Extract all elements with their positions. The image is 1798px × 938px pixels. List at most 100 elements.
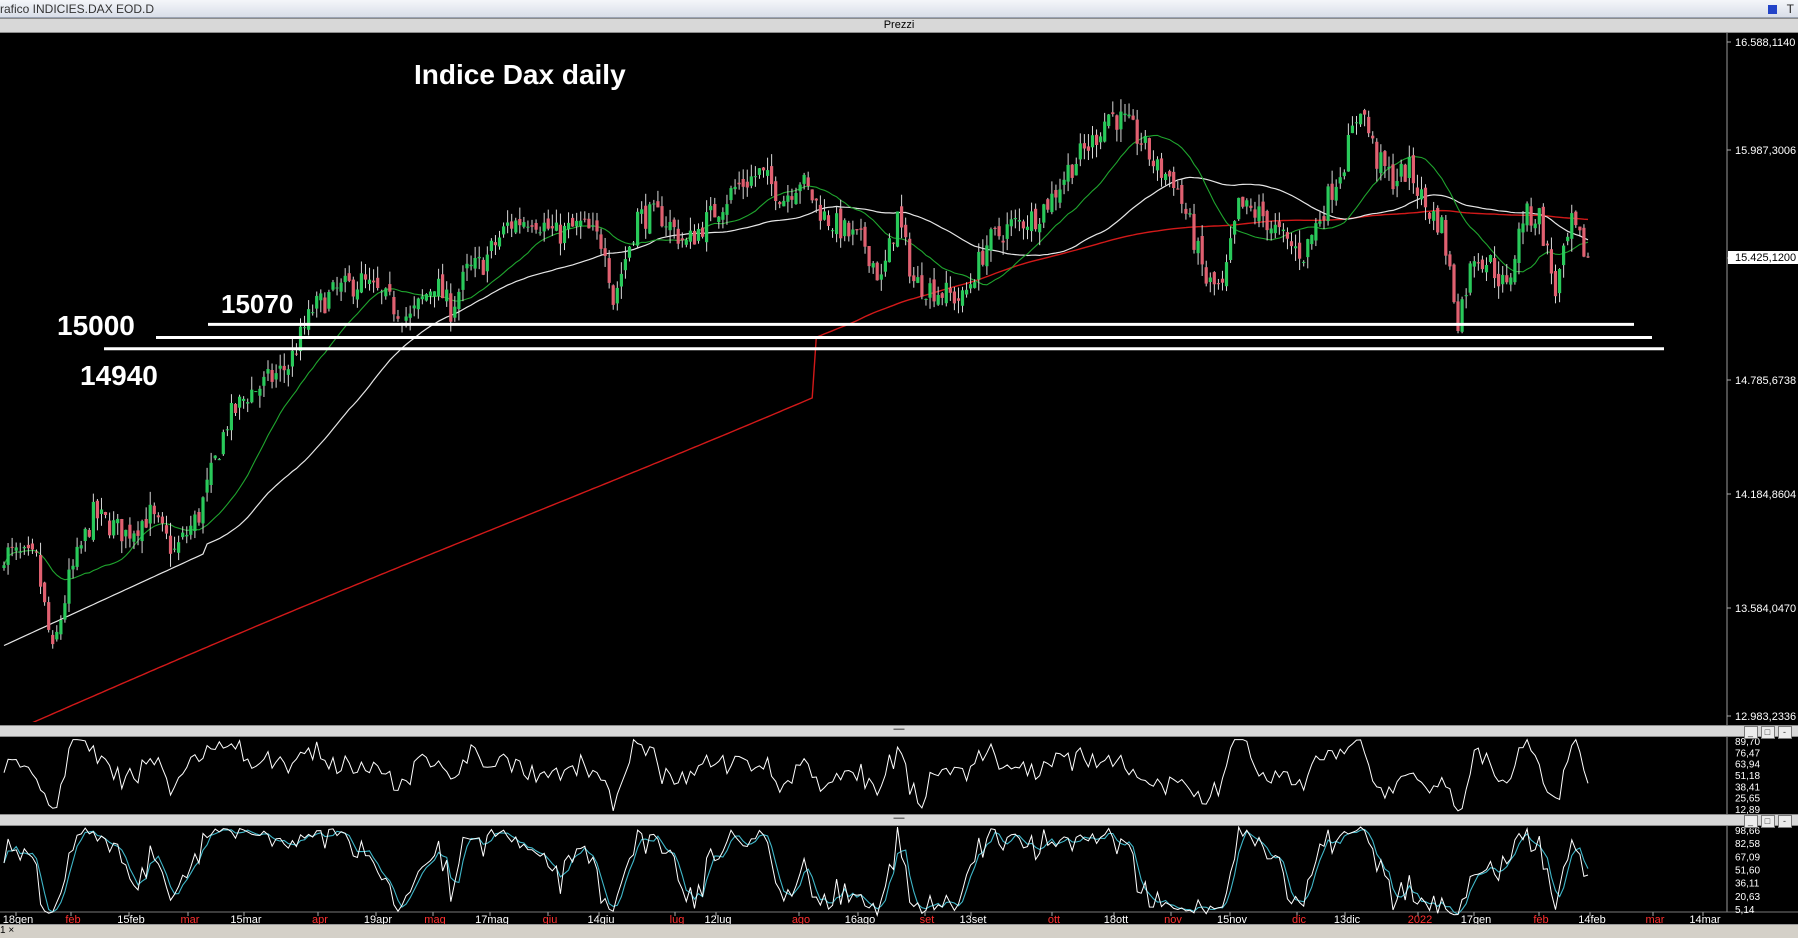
candle-body bbox=[1188, 213, 1192, 215]
candle-body bbox=[1338, 177, 1342, 184]
window-control-button[interactable]: T bbox=[1786, 2, 1794, 16]
rsi-tick-label: 38,41 bbox=[1735, 782, 1760, 793]
candle-body bbox=[233, 403, 238, 413]
candle-body bbox=[1383, 151, 1387, 166]
candle-body bbox=[441, 274, 445, 299]
candle-body bbox=[384, 288, 388, 297]
candle-body bbox=[311, 312, 315, 314]
candle-body bbox=[1582, 227, 1586, 257]
candle-body bbox=[895, 211, 900, 247]
restore-icon[interactable] bbox=[1768, 5, 1778, 15]
candle-body bbox=[286, 369, 290, 375]
close-pane-button[interactable]: - bbox=[1778, 726, 1792, 739]
price-pane-header: Prezzi bbox=[0, 18, 1798, 33]
candle-body bbox=[1472, 261, 1476, 267]
candle-body bbox=[615, 287, 619, 304]
candle-body bbox=[477, 256, 481, 259]
maximize-pane-button[interactable]: □ bbox=[1761, 815, 1775, 828]
minimize-pane-button[interactable]: _ bbox=[1744, 726, 1758, 739]
candle-body bbox=[91, 501, 95, 540]
stoch-tick-label: 82,58 bbox=[1735, 839, 1760, 850]
candle-body bbox=[1517, 228, 1521, 263]
candle-body bbox=[1229, 238, 1233, 260]
maximize-pane-button[interactable]: □ bbox=[1761, 726, 1775, 739]
time-axis-label: 15nov bbox=[1217, 914, 1247, 926]
candle-body bbox=[672, 219, 676, 228]
candle-body bbox=[668, 222, 672, 231]
candle-body bbox=[1537, 208, 1541, 225]
candle-body bbox=[2, 565, 6, 568]
candle-body bbox=[152, 505, 156, 515]
time-axis-label: 12lug bbox=[705, 914, 732, 926]
candle-body bbox=[802, 174, 806, 184]
candle-body bbox=[1525, 203, 1529, 226]
candle-body bbox=[1574, 211, 1578, 226]
candle-body bbox=[87, 530, 91, 537]
candle-body bbox=[388, 284, 392, 292]
candle-body bbox=[457, 291, 461, 309]
candle-body bbox=[875, 262, 879, 281]
candle-body bbox=[1025, 226, 1030, 230]
candle-body bbox=[1058, 189, 1062, 203]
candle-body bbox=[891, 242, 896, 244]
candle-body bbox=[554, 222, 558, 231]
candle-body bbox=[717, 216, 721, 222]
time-axis-label: apr bbox=[312, 914, 328, 926]
candle-body bbox=[1448, 254, 1452, 267]
candle-body bbox=[1135, 119, 1139, 144]
candle-body bbox=[709, 205, 713, 211]
candle-body bbox=[607, 258, 611, 283]
rsi-tick-label: 51,18 bbox=[1735, 771, 1760, 782]
candle-body bbox=[932, 279, 936, 302]
sheet-tab[interactable]: 1 × bbox=[0, 925, 15, 936]
candle-body bbox=[1379, 152, 1383, 174]
candle-body bbox=[757, 168, 761, 175]
window-title: rafico INDICIES.DAX EOD.D bbox=[0, 2, 155, 16]
minimize-pane-button[interactable]: _ bbox=[1744, 815, 1758, 828]
candle-body bbox=[664, 226, 668, 228]
candle-body bbox=[1212, 272, 1216, 285]
candle-body bbox=[1119, 111, 1123, 130]
rsi-tick-label: 89,70 bbox=[1735, 737, 1760, 748]
candle-body bbox=[59, 620, 63, 635]
candle-body bbox=[526, 226, 530, 228]
candle-body bbox=[51, 634, 55, 645]
candle-body bbox=[636, 211, 640, 246]
candle-body bbox=[99, 509, 104, 514]
candle-body bbox=[307, 309, 311, 330]
price-tick-label: 14.785,6738 bbox=[1735, 375, 1796, 387]
candle-body bbox=[522, 222, 526, 227]
time-axis-label: 2022 bbox=[1408, 914, 1432, 926]
candle-body bbox=[798, 184, 802, 192]
candle-body bbox=[1387, 166, 1391, 169]
candle-body bbox=[546, 218, 550, 229]
candle-body bbox=[871, 263, 875, 268]
candle-body bbox=[156, 515, 160, 518]
candle-body bbox=[1245, 200, 1249, 207]
candle-body bbox=[136, 530, 140, 536]
candle-body bbox=[1456, 301, 1460, 331]
candle-body bbox=[562, 225, 567, 244]
candle-body bbox=[1269, 228, 1273, 234]
candle-body bbox=[355, 289, 359, 300]
candle-body bbox=[1346, 135, 1350, 172]
candle-body bbox=[1419, 189, 1424, 200]
candle-body bbox=[1285, 232, 1289, 239]
candle-body bbox=[567, 222, 571, 230]
candle-body bbox=[1521, 223, 1525, 233]
candle-body bbox=[770, 166, 774, 185]
candle-body bbox=[1497, 273, 1501, 287]
candle-body bbox=[729, 188, 733, 201]
candle-body bbox=[1545, 243, 1549, 246]
candle-body bbox=[534, 223, 538, 230]
candle-body bbox=[1208, 277, 1212, 282]
candle-body bbox=[1423, 187, 1428, 208]
close-pane-button[interactable]: - bbox=[1778, 815, 1792, 828]
candle-body bbox=[623, 259, 627, 271]
candle-body bbox=[1147, 138, 1151, 160]
candle-body bbox=[1151, 160, 1155, 167]
candle-body bbox=[1302, 261, 1306, 263]
candle-body bbox=[969, 284, 973, 289]
candle-body bbox=[327, 292, 331, 309]
candle-body bbox=[412, 305, 416, 309]
